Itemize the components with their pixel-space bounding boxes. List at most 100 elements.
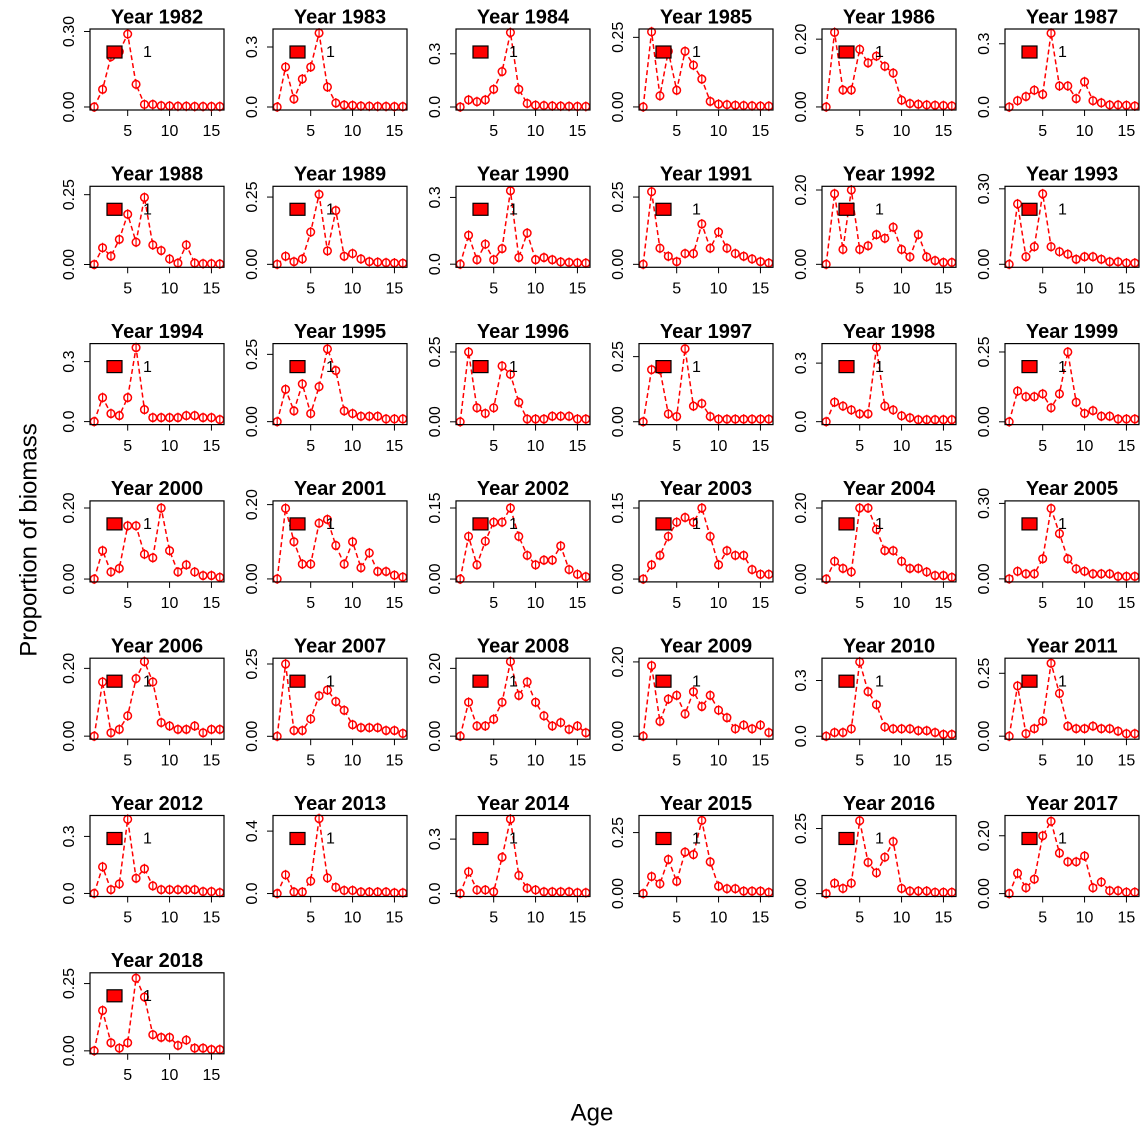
x-tick-label: 10 xyxy=(527,910,545,927)
panel-title: Year 1998 xyxy=(843,321,935,343)
legend-swatch xyxy=(289,831,306,846)
panel-title: Year 1983 xyxy=(294,6,386,28)
x-tick-label: 10 xyxy=(344,438,362,455)
x-tick-label: 10 xyxy=(1076,910,1094,927)
panel-title: Year 1994 xyxy=(111,321,204,343)
legend-label: 1 xyxy=(509,359,518,376)
x-tick-label: 15 xyxy=(569,438,587,455)
x-tick-label: 10 xyxy=(161,438,179,455)
y-tick-label: 0.30 xyxy=(976,173,993,204)
legend-label: 1 xyxy=(509,673,518,690)
x-tick-label: 5 xyxy=(306,595,315,612)
y-tick-label: 0.00 xyxy=(427,406,444,437)
x-tick-label: 5 xyxy=(306,281,315,298)
plot-frame xyxy=(1004,28,1140,111)
legend-swatch xyxy=(1021,831,1038,846)
y-tick-label: 0.25 xyxy=(244,648,261,679)
legend-swatch xyxy=(655,831,672,846)
x-tick-label: 15 xyxy=(935,281,953,298)
series-line xyxy=(642,665,770,737)
x-tick-label: 15 xyxy=(386,123,404,140)
y-tick-label: 0.0 xyxy=(976,96,993,118)
plot-frame xyxy=(272,657,408,740)
x-tick-label: 15 xyxy=(752,123,770,140)
legend-label: 1 xyxy=(1058,516,1067,533)
panel-title: Year 1986 xyxy=(843,6,935,28)
panel-title: Year 1987 xyxy=(1026,6,1118,28)
x-tick-label: 5 xyxy=(1038,281,1047,298)
legend-label: 1 xyxy=(326,359,335,376)
plot-frame xyxy=(821,343,957,426)
legend-swatch xyxy=(289,45,306,59)
y-tick-label: 0.3 xyxy=(427,43,444,65)
x-tick-label: 10 xyxy=(527,752,545,769)
legend-label: 1 xyxy=(143,831,152,848)
y-tick-label: 0.3 xyxy=(244,36,261,58)
y-tick-label: 0.20 xyxy=(793,23,810,54)
panel-title: Year 2010 xyxy=(843,635,935,657)
x-tick-label: 5 xyxy=(306,752,315,769)
plot-frame xyxy=(455,28,591,111)
series-line xyxy=(459,190,586,265)
legend-swatch xyxy=(838,45,855,59)
x-tick-label: 10 xyxy=(527,281,545,298)
x-tick-label: 10 xyxy=(893,123,911,140)
plot-frame xyxy=(89,814,225,898)
y-tick-label: 0.30 xyxy=(61,16,78,47)
x-tick-label: 5 xyxy=(306,123,315,140)
legend-swatch xyxy=(289,674,306,688)
x-tick-label: 15 xyxy=(203,595,221,612)
y-tick-label: 0.25 xyxy=(610,22,627,53)
panel-title: Year 2002 xyxy=(477,478,569,500)
y-tick-label: 0.15 xyxy=(610,492,627,523)
legend-swatch xyxy=(106,517,123,531)
plot-frame xyxy=(638,500,774,583)
x-tick-label: 10 xyxy=(527,595,545,612)
legend-label: 1 xyxy=(1058,831,1067,848)
y-tick-label: 0.00 xyxy=(61,563,78,594)
panel-title: Year 1985 xyxy=(660,6,752,28)
y-tick-label: 0.25 xyxy=(427,336,444,367)
y-tick-label: 0.20 xyxy=(427,653,444,684)
panel-title: Year 2005 xyxy=(1026,478,1118,500)
y-tick-label: 0.00 xyxy=(610,721,627,752)
x-tick-label: 15 xyxy=(752,752,770,769)
x-tick-label: 5 xyxy=(1038,910,1047,927)
legend-swatch xyxy=(472,517,489,531)
y-tick-label: 0.00 xyxy=(793,249,810,280)
x-tick-label: 10 xyxy=(710,752,728,769)
x-tick-label: 10 xyxy=(1076,123,1094,140)
legend-swatch xyxy=(838,674,855,688)
series-line xyxy=(825,32,952,108)
legend-swatch xyxy=(1021,45,1038,59)
plot-frame xyxy=(272,814,408,898)
legend-swatch xyxy=(289,360,306,374)
y-tick-label: 0.20 xyxy=(793,174,810,205)
x-tick-label: 5 xyxy=(123,910,132,927)
legend-swatch xyxy=(106,45,123,59)
panel-title: Year 2008 xyxy=(477,635,569,657)
legend-label: 1 xyxy=(875,831,884,848)
panel-title: Year 2003 xyxy=(660,478,752,500)
y-tick-label: 0.00 xyxy=(244,721,261,752)
x-tick-label: 15 xyxy=(935,910,953,927)
panel-title: Year 1996 xyxy=(477,321,569,343)
legend-swatch xyxy=(106,674,123,688)
x-tick-label: 5 xyxy=(672,438,681,455)
plot-frame xyxy=(272,28,408,111)
x-tick-label: 5 xyxy=(489,910,498,927)
x-tick-label: 10 xyxy=(161,595,179,612)
plot-frame xyxy=(455,185,591,268)
y-tick-label: 0.20 xyxy=(976,820,993,851)
panel-title: Year 1993 xyxy=(1026,164,1118,186)
y-tick-label: 0.00 xyxy=(610,878,627,909)
x-tick-label: 5 xyxy=(489,752,498,769)
panel-title: Year 1982 xyxy=(111,6,203,28)
legend-label: 1 xyxy=(692,673,701,690)
legend-label: 1 xyxy=(692,831,701,848)
x-tick-label: 15 xyxy=(752,910,770,927)
legend-swatch xyxy=(1021,517,1038,531)
x-tick-label: 5 xyxy=(855,752,864,769)
x-tick-label: 15 xyxy=(1118,910,1136,927)
